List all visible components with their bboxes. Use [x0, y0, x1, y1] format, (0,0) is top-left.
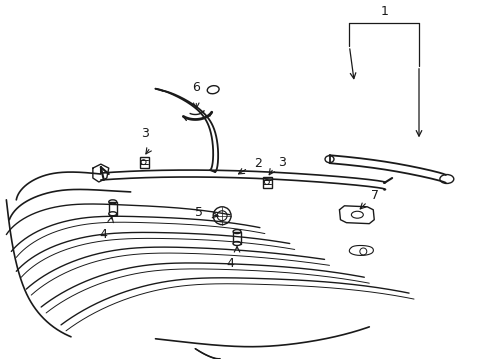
Text: 5: 5 — [195, 206, 203, 219]
Bar — [139, 157, 148, 168]
Text: 4: 4 — [225, 257, 234, 270]
Bar — [263, 177, 271, 188]
Text: 6: 6 — [192, 81, 200, 94]
Text: 3: 3 — [277, 156, 285, 168]
Text: 1: 1 — [380, 5, 387, 18]
Bar — [108, 202, 117, 215]
Ellipse shape — [108, 212, 117, 216]
Bar — [233, 231, 241, 244]
Text: 2: 2 — [253, 157, 261, 170]
Text: 4: 4 — [100, 228, 107, 240]
Ellipse shape — [233, 242, 241, 246]
Text: 7: 7 — [370, 189, 379, 202]
Text: 3: 3 — [141, 127, 148, 140]
